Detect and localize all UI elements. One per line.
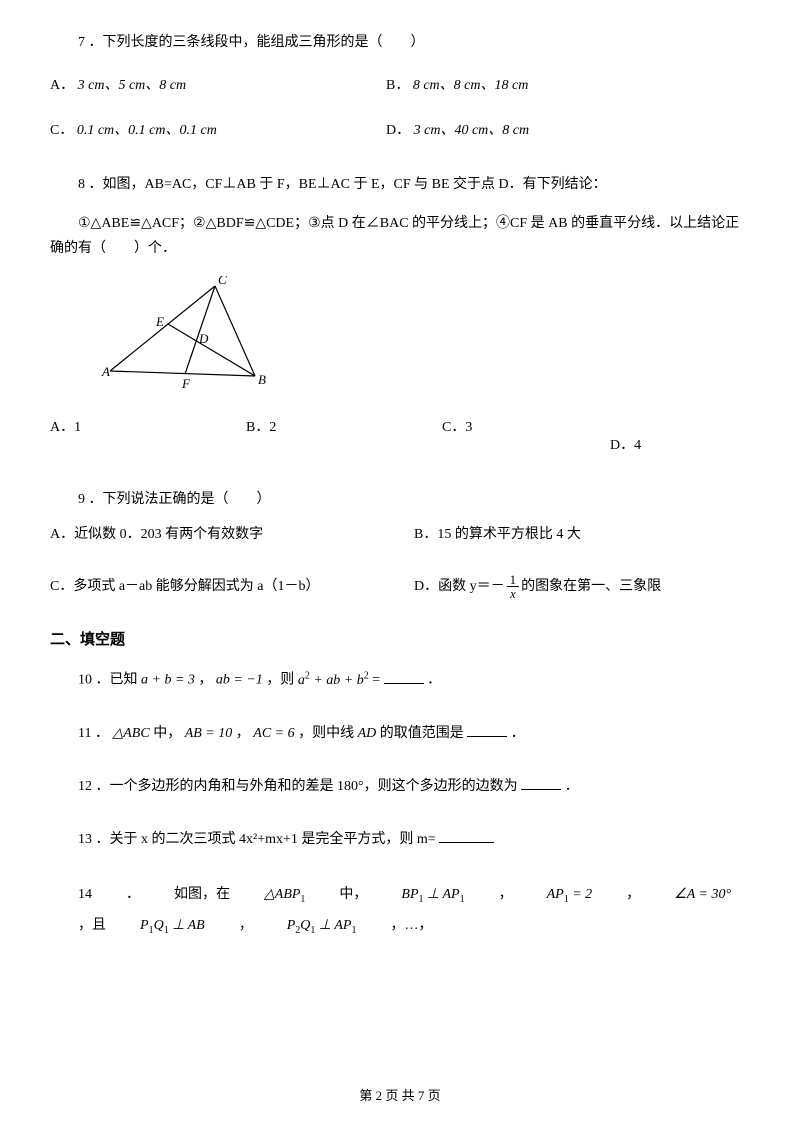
svg-text:E: E: [155, 314, 164, 329]
q8-option-c: C．3: [442, 415, 610, 458]
question-14: 14 ． 如图，在 △ABP1 中， BP1 ⊥ AP1 ， AP1 = 2 ，…: [50, 880, 750, 942]
question-12: 12 ．一个多边形的内角和与外角和的差是 180°，则这个多边形的边数为 ．: [50, 774, 750, 799]
svg-text:F: F: [181, 376, 191, 391]
q7-option-c: C． 0.1 cm、0.1 cm、0.1 cm: [50, 118, 386, 143]
fraction-icon: 1 x: [507, 573, 520, 600]
q7-text: 7 ．下列长度的三条线段中，能组成三角形的是（ ）: [50, 30, 750, 55]
q13-text: 13 ．关于 x 的二次三项式 4x²+mx+1 是完全平方式，则 m=: [50, 827, 750, 852]
q9-option-d: D．函数 y＝－ 1 x 的图象在第一、三象限: [414, 573, 750, 600]
blank-input: [384, 670, 424, 684]
q9-option-c: C．多项式 a－ab 能够分解因式为 a（1－b）: [50, 574, 414, 599]
q12-text: 12 ．一个多边形的内角和与外角和的差是 180°，则这个多边形的边数为 ．: [50, 774, 750, 799]
q7-options-row1: A． 3 cm、5 cm、8 cm B． 8 cm、8 cm、18 cm: [50, 73, 750, 98]
q8-options: A．1 B．2 C．3 D．4: [50, 415, 750, 458]
q8-option-d: D．4: [610, 415, 750, 458]
q7-option-a: A． 3 cm、5 cm、8 cm: [50, 73, 386, 98]
question-11: 11 ． △ABC 中， AB = 10 ， AC = 6 ，则中线 AD 的取…: [50, 721, 750, 746]
svg-text:B: B: [258, 372, 266, 387]
question-9: 9 ．下列说法正确的是（ ） A．近似数 0．203 有两个有效数字 B．15 …: [50, 487, 750, 600]
q8-option-a: A．1: [50, 415, 246, 458]
svg-text:D: D: [198, 331, 209, 346]
q9-option-b: B．15 的算术平方根比 4 大: [414, 522, 750, 547]
q14-text: 14 ． 如图，在 △ABP1 中， BP1 ⊥ AP1 ， AP1 = 2 ，…: [50, 880, 750, 942]
blank-input: [439, 829, 494, 843]
question-13: 13 ．关于 x 的二次三项式 4x²+mx+1 是完全平方式，则 m=: [50, 827, 750, 852]
question-8: 8 ．如图，AB=AC，CF⊥AB 于 F，BE⊥AC 于 E，CF 与 BE …: [50, 172, 750, 459]
q9-row1: A．近似数 0．203 有两个有效数字 B．15 的算术平方根比 4 大: [50, 522, 750, 547]
q7-options-row2: C． 0.1 cm、0.1 cm、0.1 cm D． 3 cm、40 cm、8 …: [50, 118, 750, 143]
question-10: 10 ．已知 a + b = 3 ， ab = −1 ，则 a2 + ab + …: [50, 667, 750, 693]
svg-text:A: A: [101, 364, 110, 379]
q11-text: 11 ． △ABC 中， AB = 10 ， AC = 6 ，则中线 AD 的取…: [50, 721, 750, 746]
section-2-header: 二、填空题: [50, 628, 750, 649]
page-footer: 第 2 页 共 7 页: [0, 1085, 800, 1104]
q7-option-d: D． 3 cm、40 cm、8 cm: [386, 118, 750, 143]
q8-line2: ①△ABE≌△ACF；②△BDF≌△CDE；③点 D 在∠BAC 的平分线上；④…: [50, 211, 750, 261]
question-7: 7 ．下列长度的三条线段中，能组成三角形的是（ ） A． 3 cm、5 cm、8…: [50, 30, 750, 144]
triangle-diagram-icon: A B C D E F: [100, 276, 275, 391]
q8-line1: 8 ．如图，AB=AC，CF⊥AB 于 F，BE⊥AC 于 E，CF 与 BE …: [50, 172, 750, 197]
blank-input: [467, 723, 507, 737]
q10-text: 10 ．已知 a + b = 3 ， ab = −1 ，则 a2 + ab + …: [50, 667, 750, 693]
q9-text: 9 ．下列说法正确的是（ ）: [50, 487, 750, 512]
blank-input: [521, 776, 561, 790]
q7-option-b: B． 8 cm、8 cm、18 cm: [386, 73, 750, 98]
q9-option-a: A．近似数 0．203 有两个有效数字: [50, 522, 414, 547]
q8-figure: A B C D E F: [100, 276, 750, 400]
q8-option-b: B．2: [246, 415, 442, 458]
q9-row2: C．多项式 a－ab 能够分解因式为 a（1－b） D．函数 y＝－ 1 x 的…: [50, 573, 750, 600]
svg-text:C: C: [218, 276, 227, 287]
